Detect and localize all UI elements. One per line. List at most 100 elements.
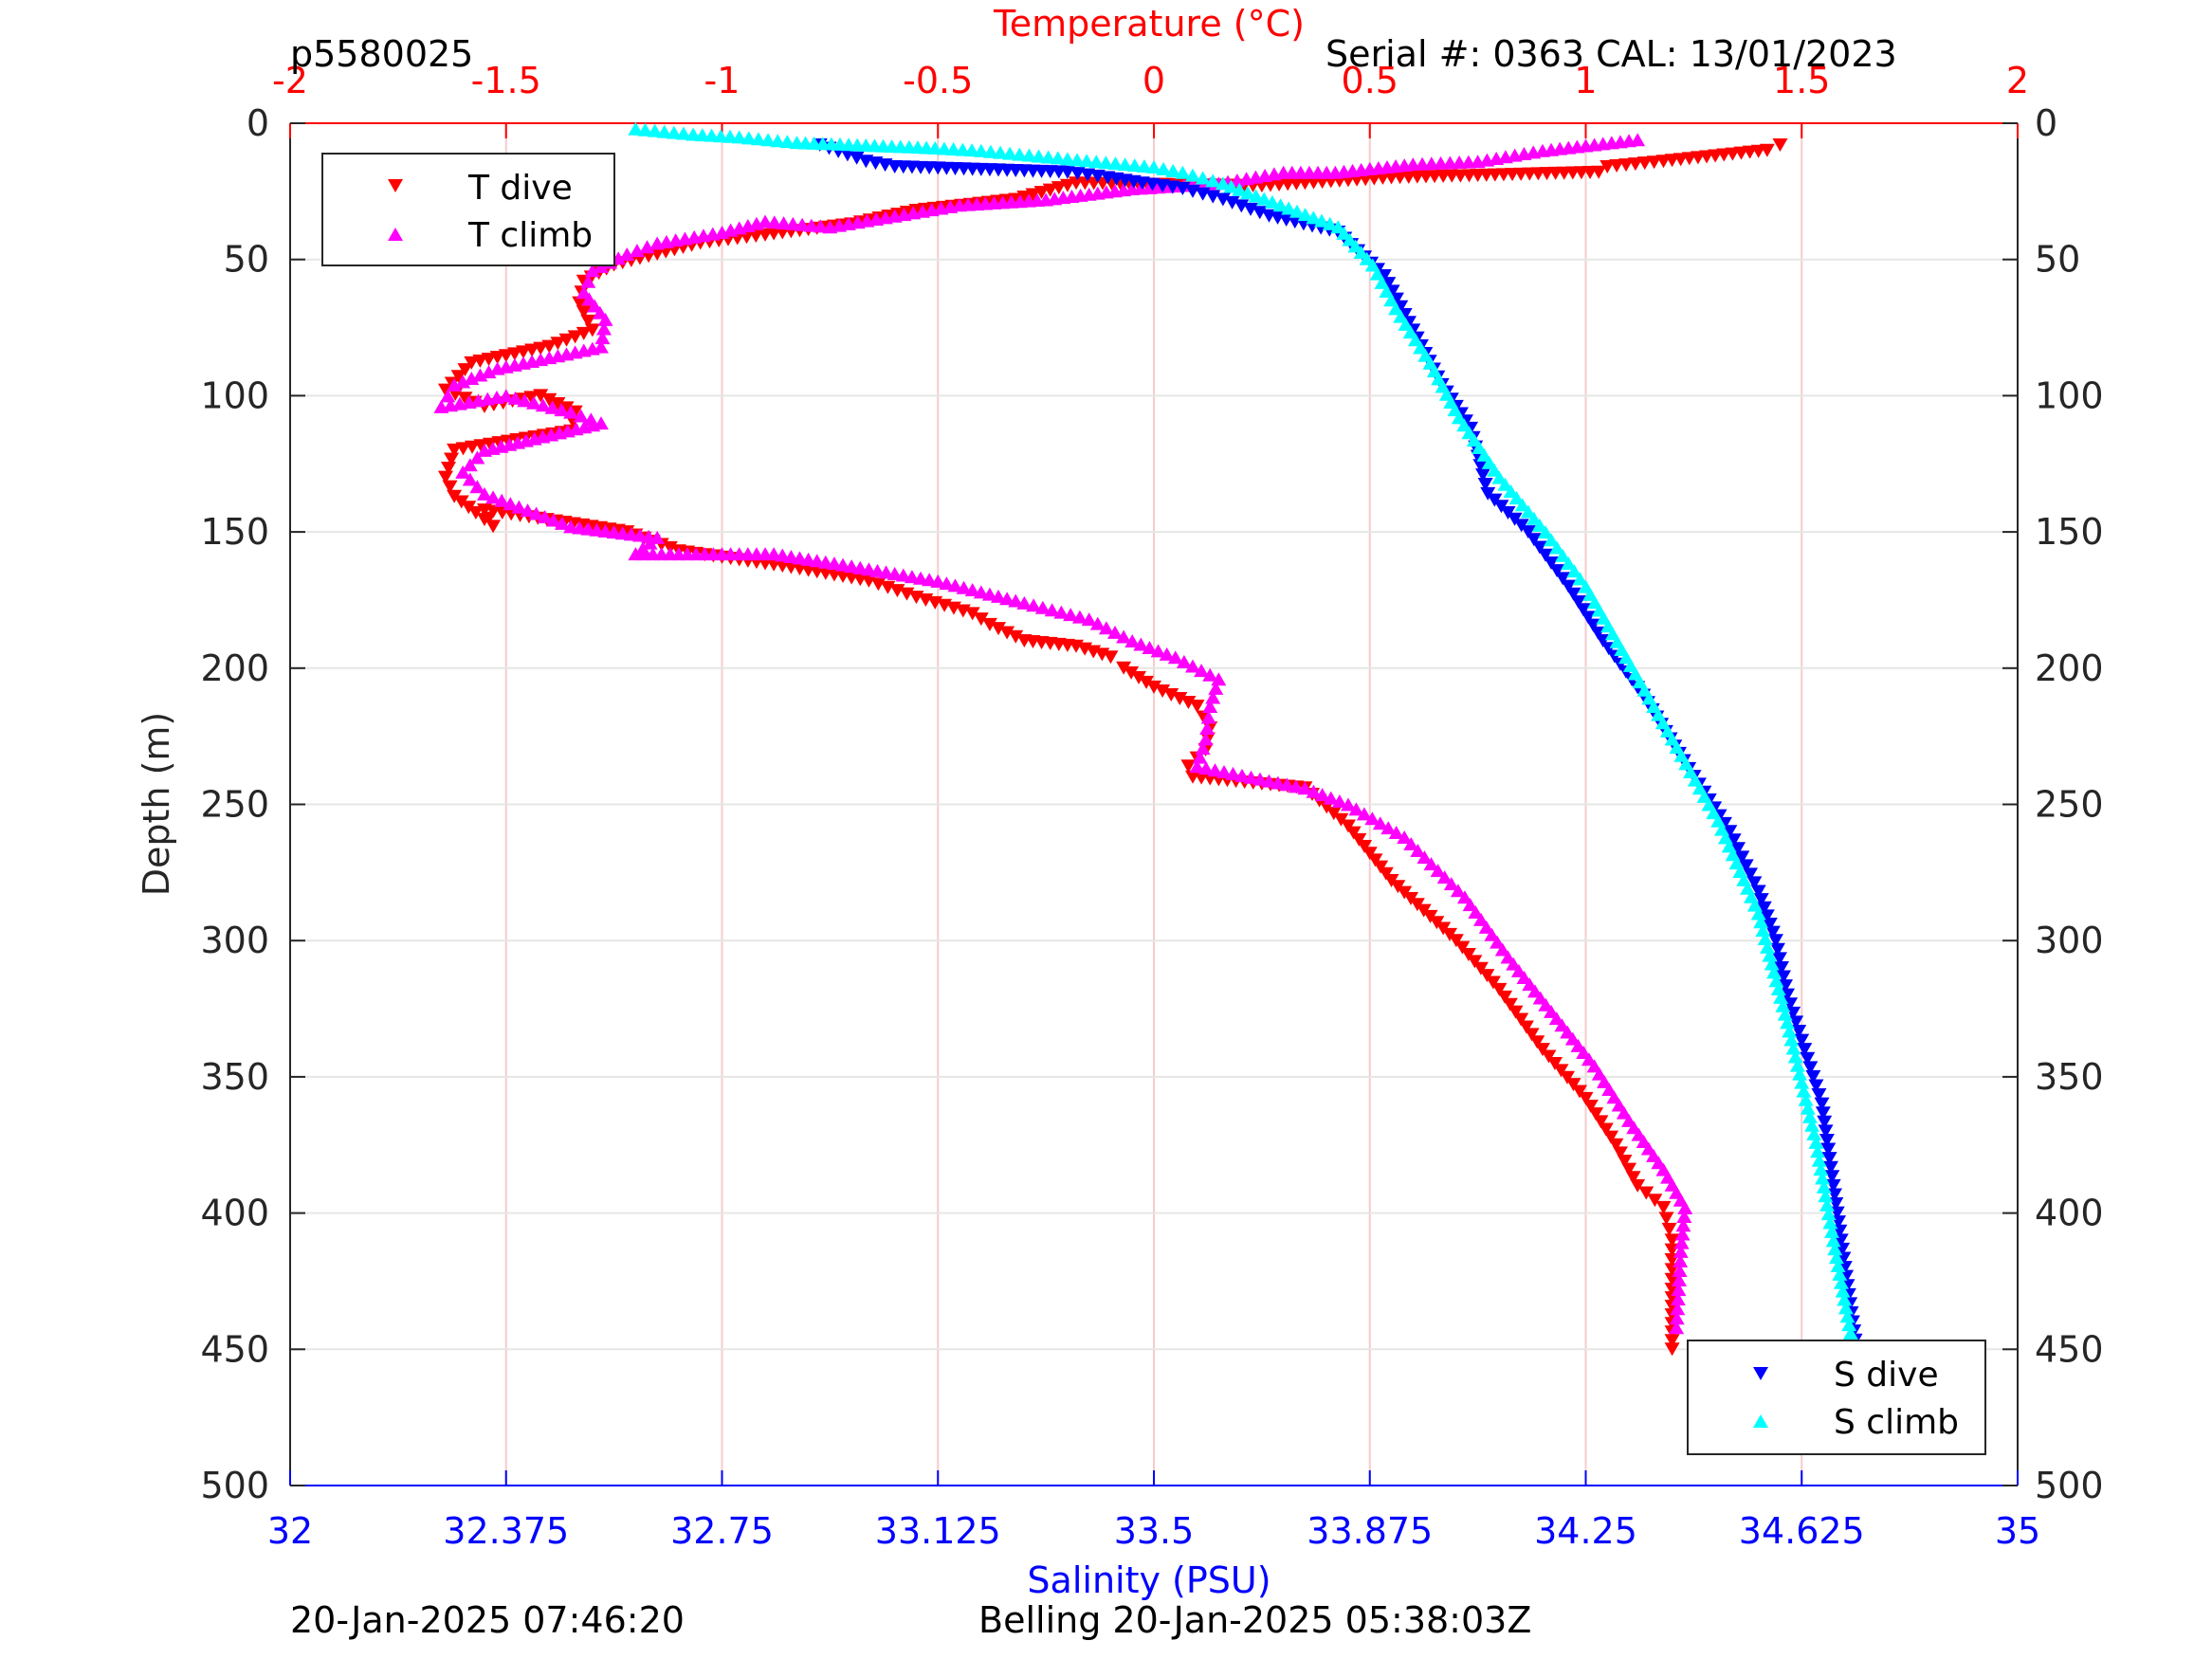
t-climb-marker [498, 389, 514, 403]
t-climb-marker [1497, 150, 1513, 164]
t-climb-marker [1288, 779, 1304, 793]
s-dive-marker [1828, 1197, 1844, 1212]
t-climb-marker [649, 530, 666, 544]
salinity-axis-title: Salinity (PSU) [1027, 1559, 1271, 1601]
s-climb-marker [1107, 156, 1124, 171]
t-climb-marker [455, 374, 471, 389]
t-climb-marker [1456, 890, 1472, 904]
t-dive-marker [523, 391, 539, 405]
s-climb-marker [1239, 186, 1255, 200]
s-dive-marker [1544, 556, 1560, 570]
salinity-tick-label: 32.375 [443, 1510, 569, 1552]
t-climb-marker [1507, 148, 1523, 162]
t-dive-marker [1146, 680, 1161, 694]
t-dive-marker [1497, 990, 1513, 1004]
t-dive-marker [464, 356, 480, 370]
s-dive-marker [1808, 1079, 1824, 1093]
temperature-tick-label: 0.5 [1342, 60, 1398, 101]
s-climb-marker [1835, 1284, 1851, 1298]
t-climb-marker [1116, 629, 1132, 644]
t-climb-marker [1478, 920, 1494, 934]
t-climb-marker [1670, 1292, 1686, 1306]
t-climb-marker [1266, 167, 1282, 181]
t-climb-marker [472, 368, 488, 382]
depth-tick-label-left: 500 [200, 1465, 269, 1506]
t-climb-marker [1674, 1227, 1691, 1241]
s-climb-marker [1841, 1318, 1857, 1332]
t-climb-marker [1403, 837, 1419, 851]
temperature-axis-title: Temperature (°C) [993, 3, 1305, 45]
s-dive-marker [1561, 579, 1577, 593]
t-dive-marker [1491, 982, 1508, 996]
s-dive-marker [1773, 960, 1789, 975]
t-climb-marker [517, 393, 533, 408]
t-dive-marker [1131, 670, 1147, 684]
t-climb-marker [481, 365, 497, 379]
t-climb-marker [868, 212, 885, 227]
depth-tick-label-right: 200 [2035, 647, 2104, 689]
t-climb-marker [877, 210, 893, 225]
s-climb-marker [982, 144, 998, 158]
s-climb-marker [1031, 149, 1047, 163]
s-climb-marker [1223, 179, 1239, 193]
t-dive-marker [1598, 1122, 1614, 1137]
t-climb-marker [1133, 637, 1149, 651]
t-climb-marker [832, 218, 848, 232]
t-climb-legend-marker [388, 228, 403, 241]
t-dive-marker [1351, 832, 1367, 847]
t-dive-marker [1502, 997, 1518, 1012]
t-climb-marker [507, 391, 523, 405]
t-dive-marker [558, 401, 575, 415]
s-climb-marker [1117, 157, 1133, 172]
t-dive-marker [1772, 137, 1788, 152]
s-climb-marker [1796, 1084, 1812, 1098]
t-climb-marker [914, 204, 930, 218]
t-climb-marker [704, 227, 721, 241]
s-climb-marker [1508, 491, 1525, 505]
t-dive-marker [1571, 1085, 1587, 1099]
t-dive-marker [1664, 1233, 1680, 1248]
t-climb-marker [1252, 772, 1268, 786]
t-climb-marker [1671, 1283, 1687, 1297]
t-climb-marker [1279, 777, 1295, 792]
t-climb-marker [1672, 1263, 1688, 1277]
s-dive-legend-label: S dive [1834, 1356, 1939, 1395]
s-dive-marker [1753, 893, 1769, 907]
t-climb-marker [1195, 741, 1211, 756]
t-climb-marker [887, 209, 903, 223]
depth-tick-label-left: 0 [247, 102, 269, 144]
t-climb-marker [658, 234, 674, 248]
t-climb-marker [476, 486, 492, 501]
t-climb-marker [1238, 172, 1254, 186]
t-dive-marker [1460, 947, 1476, 961]
s-dive-marker [1825, 1178, 1841, 1193]
s-climb-marker [1816, 1179, 1832, 1194]
t-climb-marker [524, 354, 540, 368]
t-dive-marker [450, 370, 466, 384]
s-climb-marker [1146, 159, 1161, 173]
t-dive-marker [981, 617, 997, 631]
t-dive-marker [1638, 1186, 1654, 1200]
t-climb-marker [1372, 816, 1388, 830]
t-climb-marker [1410, 844, 1426, 858]
s-dive-marker [1791, 1025, 1807, 1038]
salinity-tick-label: 33.5 [1114, 1510, 1195, 1552]
t-climb-marker [1192, 750, 1208, 764]
t-climb-marker [1275, 165, 1291, 179]
depth-tick-label-left: 400 [200, 1193, 269, 1234]
s-climb-marker [1012, 147, 1028, 161]
t-climb-marker [758, 214, 774, 228]
s-climb-marker [1827, 1242, 1843, 1256]
t-climb-marker [1167, 650, 1183, 665]
s-dive-marker [1822, 1160, 1838, 1175]
t-climb-marker [498, 359, 514, 374]
t-climb-marker [440, 389, 456, 403]
s-climb-marker [945, 142, 961, 156]
s-dive-marker [1575, 603, 1591, 617]
t-dive-marker [1655, 1200, 1672, 1214]
s-climb-marker [1195, 171, 1211, 185]
s-climb-marker [1837, 1292, 1853, 1306]
t-climb-marker [515, 356, 531, 370]
s-climb-marker [1822, 1215, 1838, 1230]
